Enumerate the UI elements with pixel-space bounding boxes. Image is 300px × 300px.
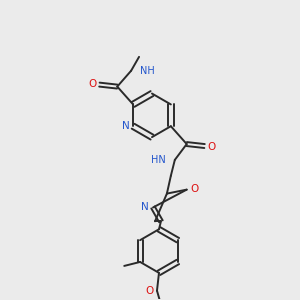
Text: O: O (190, 184, 199, 194)
Text: N: N (122, 121, 130, 131)
Text: O: O (207, 142, 216, 152)
Text: NH: NH (140, 66, 155, 76)
Text: N: N (141, 202, 149, 212)
Text: HN: HN (151, 155, 166, 165)
Text: O: O (88, 79, 97, 88)
Text: O: O (145, 286, 153, 296)
